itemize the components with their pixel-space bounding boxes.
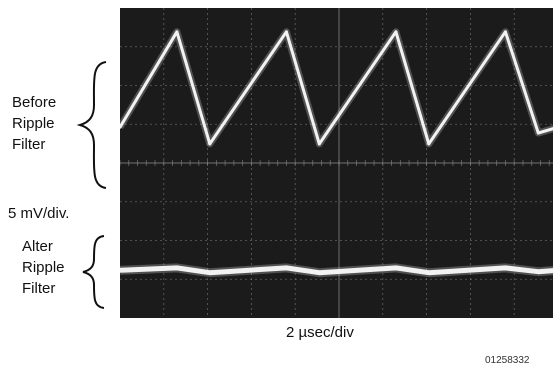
before-label-line1: Before [12,94,57,111]
trace-point [427,142,431,146]
trace-point [175,266,179,270]
trace-point [208,271,212,275]
time-scale-label: 2 µsec/div [286,324,354,341]
trace-point [120,268,122,272]
after-label-line2: Ripple [22,259,65,276]
trace-point [503,30,507,34]
after-label-line1: Alter [22,238,53,255]
after-brace [82,235,105,309]
oscilloscope-screen [120,8,553,318]
trace-layer [120,28,553,278]
before-filter-trace [120,30,553,146]
trace-point [284,266,288,270]
before-label-line3: Filter [12,136,46,153]
after-label-line3: Filter [22,280,56,297]
after-filter-trace [120,265,553,276]
trace-point [284,30,288,34]
trace-point [503,266,507,270]
trace-point [317,142,321,146]
before-ripple-filter-label: Before Ripple Filter [12,92,56,155]
after-ripple-filter-label: Alter Ripple Filter [22,236,65,299]
trace-point [394,30,398,34]
trace-point [175,30,179,34]
trace-point [394,266,398,270]
trace-point [536,131,540,135]
trace-point [120,125,122,129]
before-label-line2: Ripple [12,115,55,132]
trace-point [427,271,431,275]
before-brace [76,61,107,189]
trace-point [317,271,321,275]
trace-point [536,270,540,274]
scale-label: 5 mV/div. [8,205,70,222]
trace-point [208,142,212,146]
document-id: 01258332 [485,355,530,366]
